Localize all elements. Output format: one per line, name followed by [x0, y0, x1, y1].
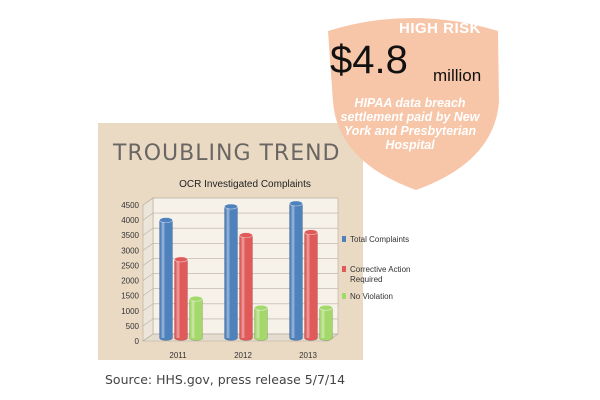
bar-top	[189, 295, 203, 302]
legend-label: Total Complaints	[350, 235, 409, 244]
legend-swatch	[342, 266, 346, 272]
y-tick-label: 2000	[121, 277, 139, 286]
legend-label: Corrective Action	[350, 265, 410, 274]
bar-top	[254, 304, 268, 311]
gridline	[142, 197, 338, 206]
badge-shape	[328, 18, 499, 190]
bar-top	[224, 203, 238, 210]
bar-top	[289, 200, 303, 207]
settlement-unit: million	[433, 66, 482, 85]
bar-highlight	[161, 220, 165, 338]
y-tick-label: 3500	[121, 231, 139, 240]
bar-highlight	[256, 307, 260, 338]
bar-corrective-action-required-2011	[174, 259, 188, 341]
legend-swatch	[342, 293, 346, 299]
gridline	[142, 243, 338, 251]
y-tick-label: 1000	[121, 307, 139, 316]
bar-highlight	[241, 235, 245, 338]
y-tick-label: 3000	[121, 246, 139, 255]
y-tick-label: 1500	[121, 292, 139, 301]
bar-corrective-action-required-2012	[239, 234, 253, 341]
gridline	[142, 212, 338, 221]
gridline	[142, 333, 338, 342]
x-tick-label: 2011	[169, 351, 187, 360]
y-tick-label: 4500	[121, 201, 139, 210]
legend-label: Required	[350, 275, 382, 284]
bar-top	[159, 217, 173, 223]
y-tick-label: 500	[126, 322, 140, 331]
panel-title: TROUBLING TREND	[113, 141, 341, 166]
legend-swatch	[342, 236, 346, 242]
bar-no-violation-2011	[189, 298, 203, 341]
gridline	[142, 258, 338, 266]
legend-label: No Violation	[350, 292, 393, 301]
bar-top	[174, 256, 188, 263]
gridline	[142, 227, 338, 236]
bar-top	[319, 304, 333, 311]
bar-no-violation-2013	[319, 307, 333, 341]
bar-top	[239, 232, 253, 239]
y-tick-label: 2500	[121, 261, 139, 270]
bar-total-complaints-2011	[159, 219, 173, 341]
risk-label: HIGH RISK	[398, 20, 481, 37]
y-tick-label: 0	[135, 337, 140, 346]
bar-total-complaints-2012	[224, 206, 238, 341]
bar-highlight	[191, 298, 195, 338]
bar-highlight	[176, 259, 180, 338]
gridline	[142, 318, 338, 327]
settlement-caption: HIPAA data breach settlement paid by New…	[340, 96, 480, 152]
bar-total-complaints-2013	[289, 203, 303, 341]
y-tick-label: 4000	[121, 216, 139, 225]
bar-highlight	[291, 203, 295, 338]
gridline	[142, 273, 338, 281]
gridline	[142, 288, 338, 296]
gridline	[142, 303, 338, 312]
x-tick-label: 2012	[234, 351, 252, 360]
bar-highlight	[226, 206, 230, 338]
bar-corrective-action-required-2013	[304, 231, 318, 341]
source-note: Source: HHS.gov, press release 5/7/14	[105, 372, 346, 387]
bar-highlight	[321, 307, 325, 338]
bar-top	[304, 229, 318, 236]
settlement-amount: $4.8	[330, 38, 408, 82]
bar-no-violation-2012	[254, 307, 268, 341]
bar-highlight	[306, 232, 310, 338]
chart-title: OCR Investigated Complaints	[179, 179, 311, 190]
x-tick-label: 2013	[299, 351, 317, 360]
